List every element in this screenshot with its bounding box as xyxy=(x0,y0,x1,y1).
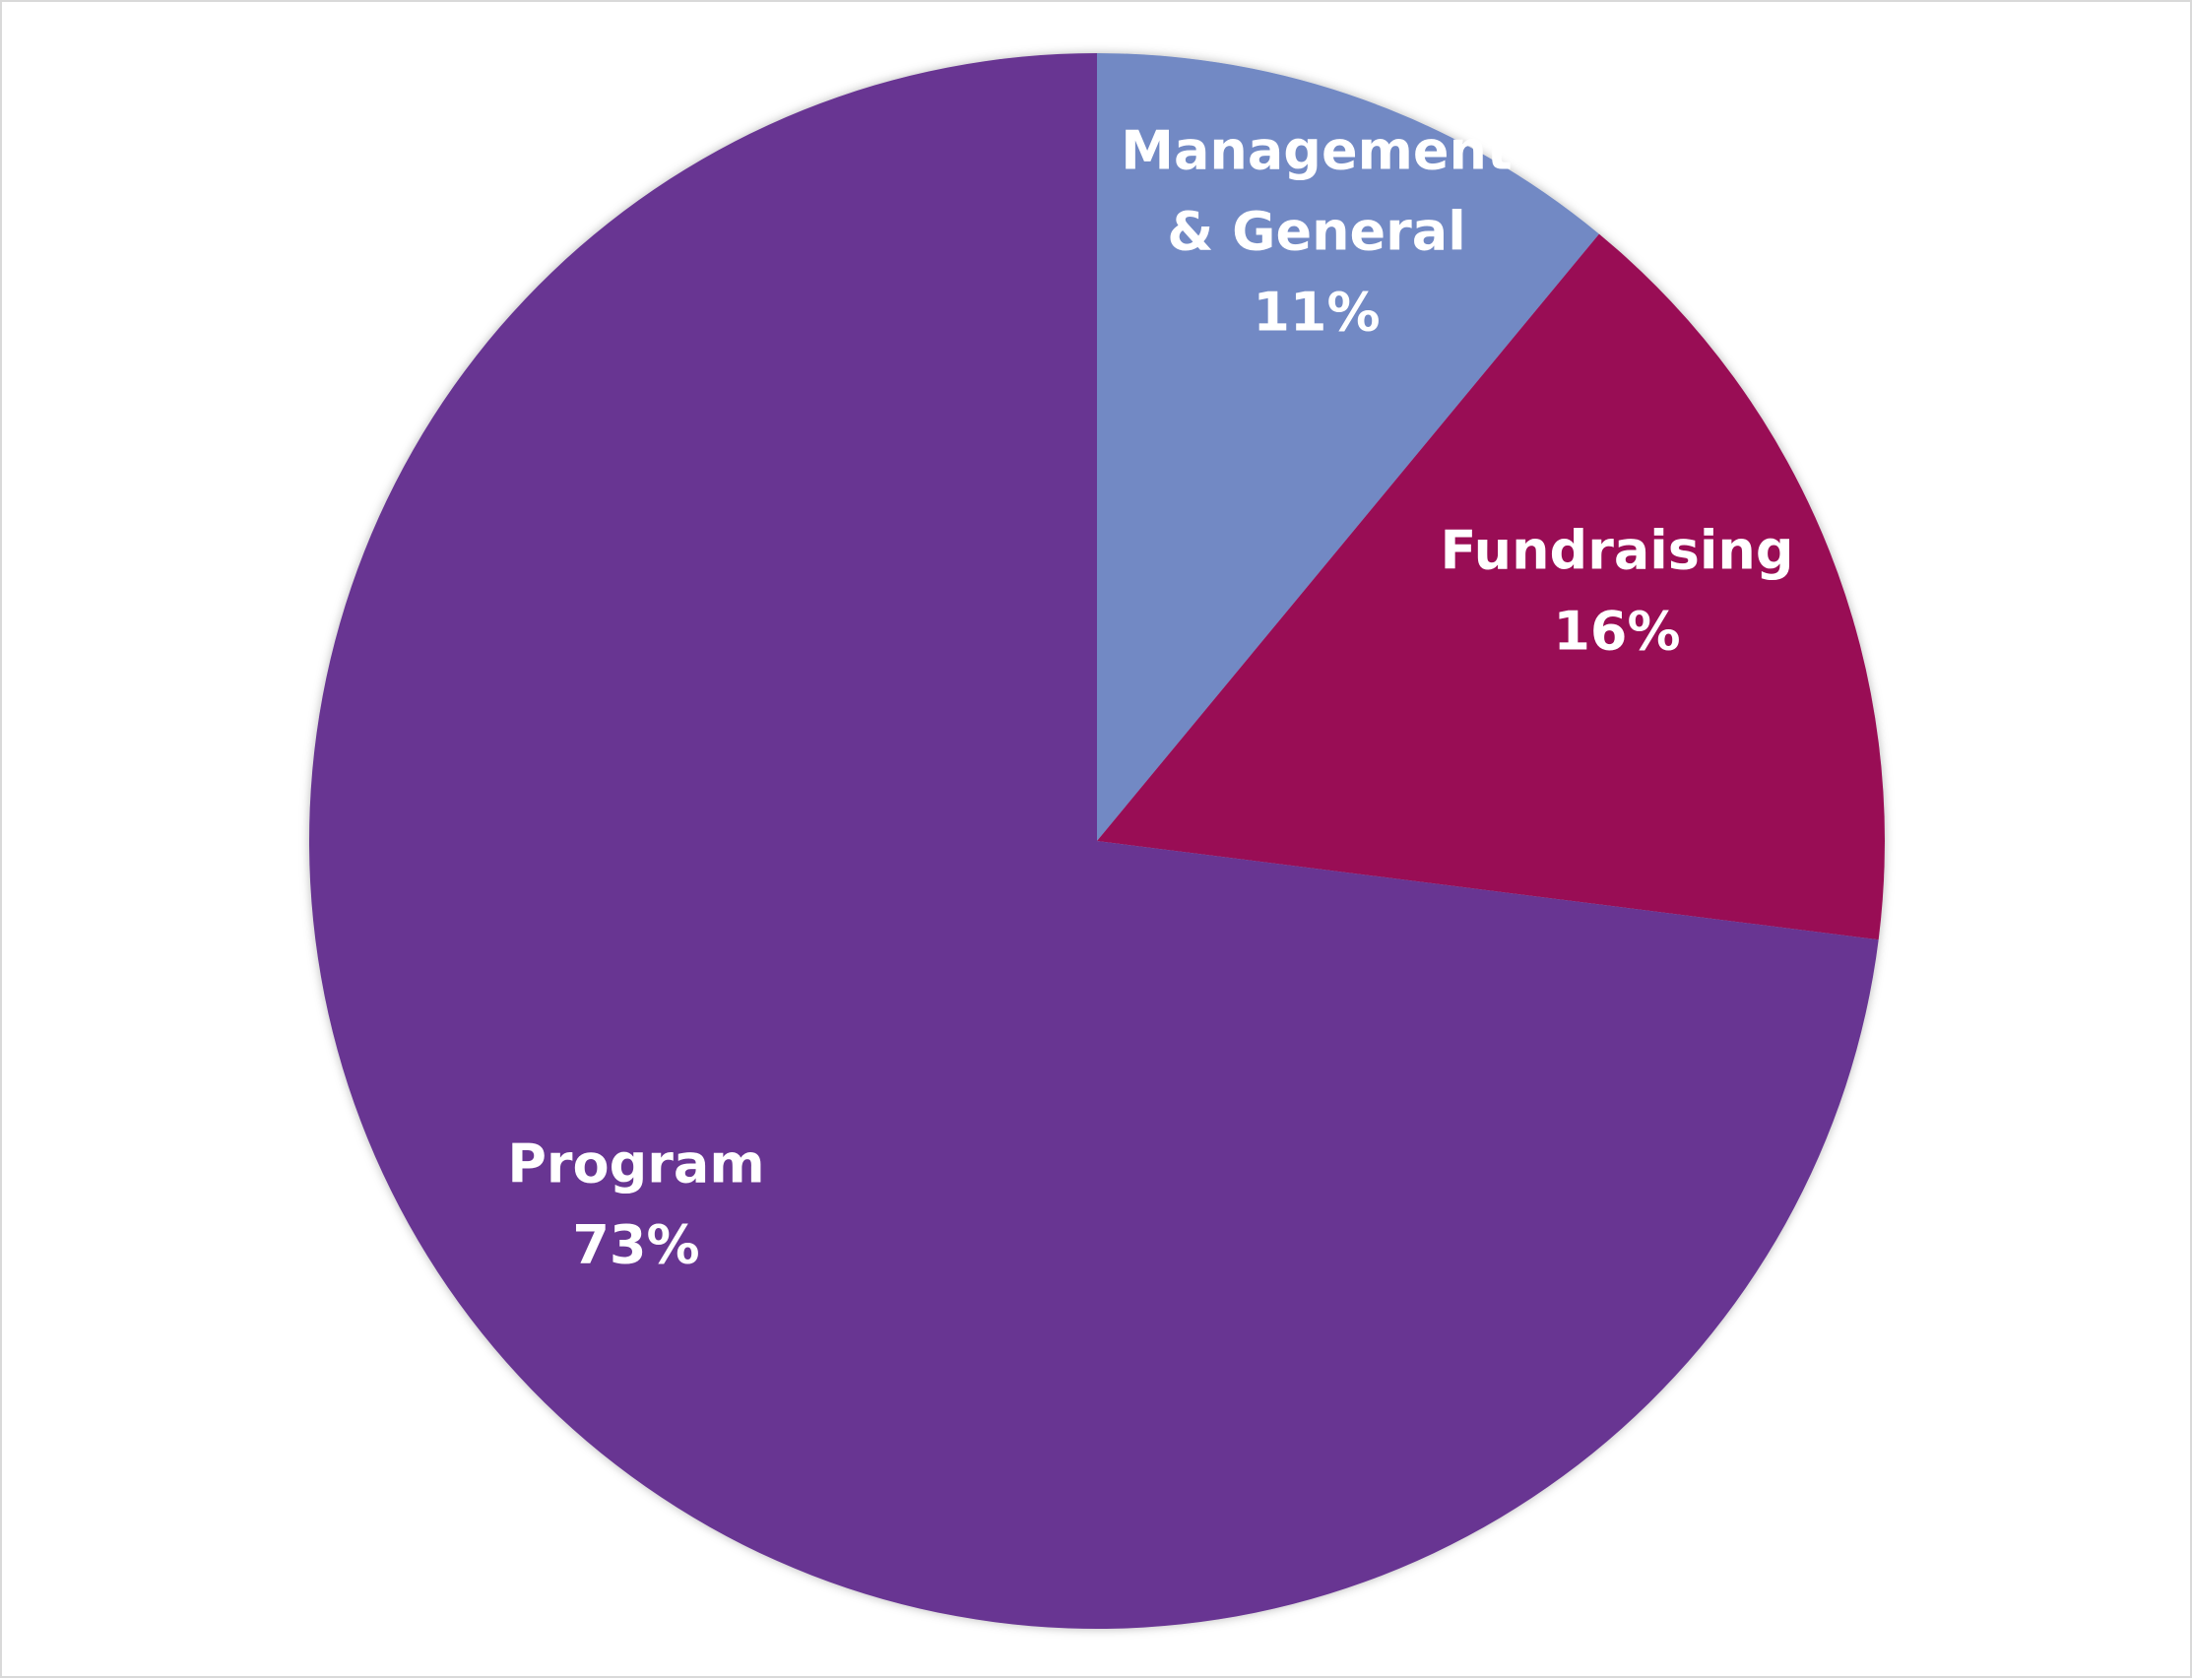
data-label-value: 16% xyxy=(1553,601,1680,663)
data-label-name: Program xyxy=(507,1133,764,1195)
data-label-program: Program 73% xyxy=(507,1133,764,1276)
pie-slice-program xyxy=(308,53,1879,1629)
data-label-fundraising: Fundraising 16% xyxy=(1440,520,1793,663)
data-label-name: Fundraising xyxy=(1440,520,1793,582)
data-label-management-general: Management & General 11% xyxy=(1121,120,1513,344)
pie-slice-fundraising xyxy=(1097,233,1885,940)
data-label-value: 11% xyxy=(1253,282,1380,344)
data-label-name: & General xyxy=(1167,201,1466,263)
data-label-name: Management xyxy=(1121,120,1513,182)
data-label-value: 73% xyxy=(572,1214,699,1276)
pie-slice-management-general xyxy=(1097,53,1599,841)
